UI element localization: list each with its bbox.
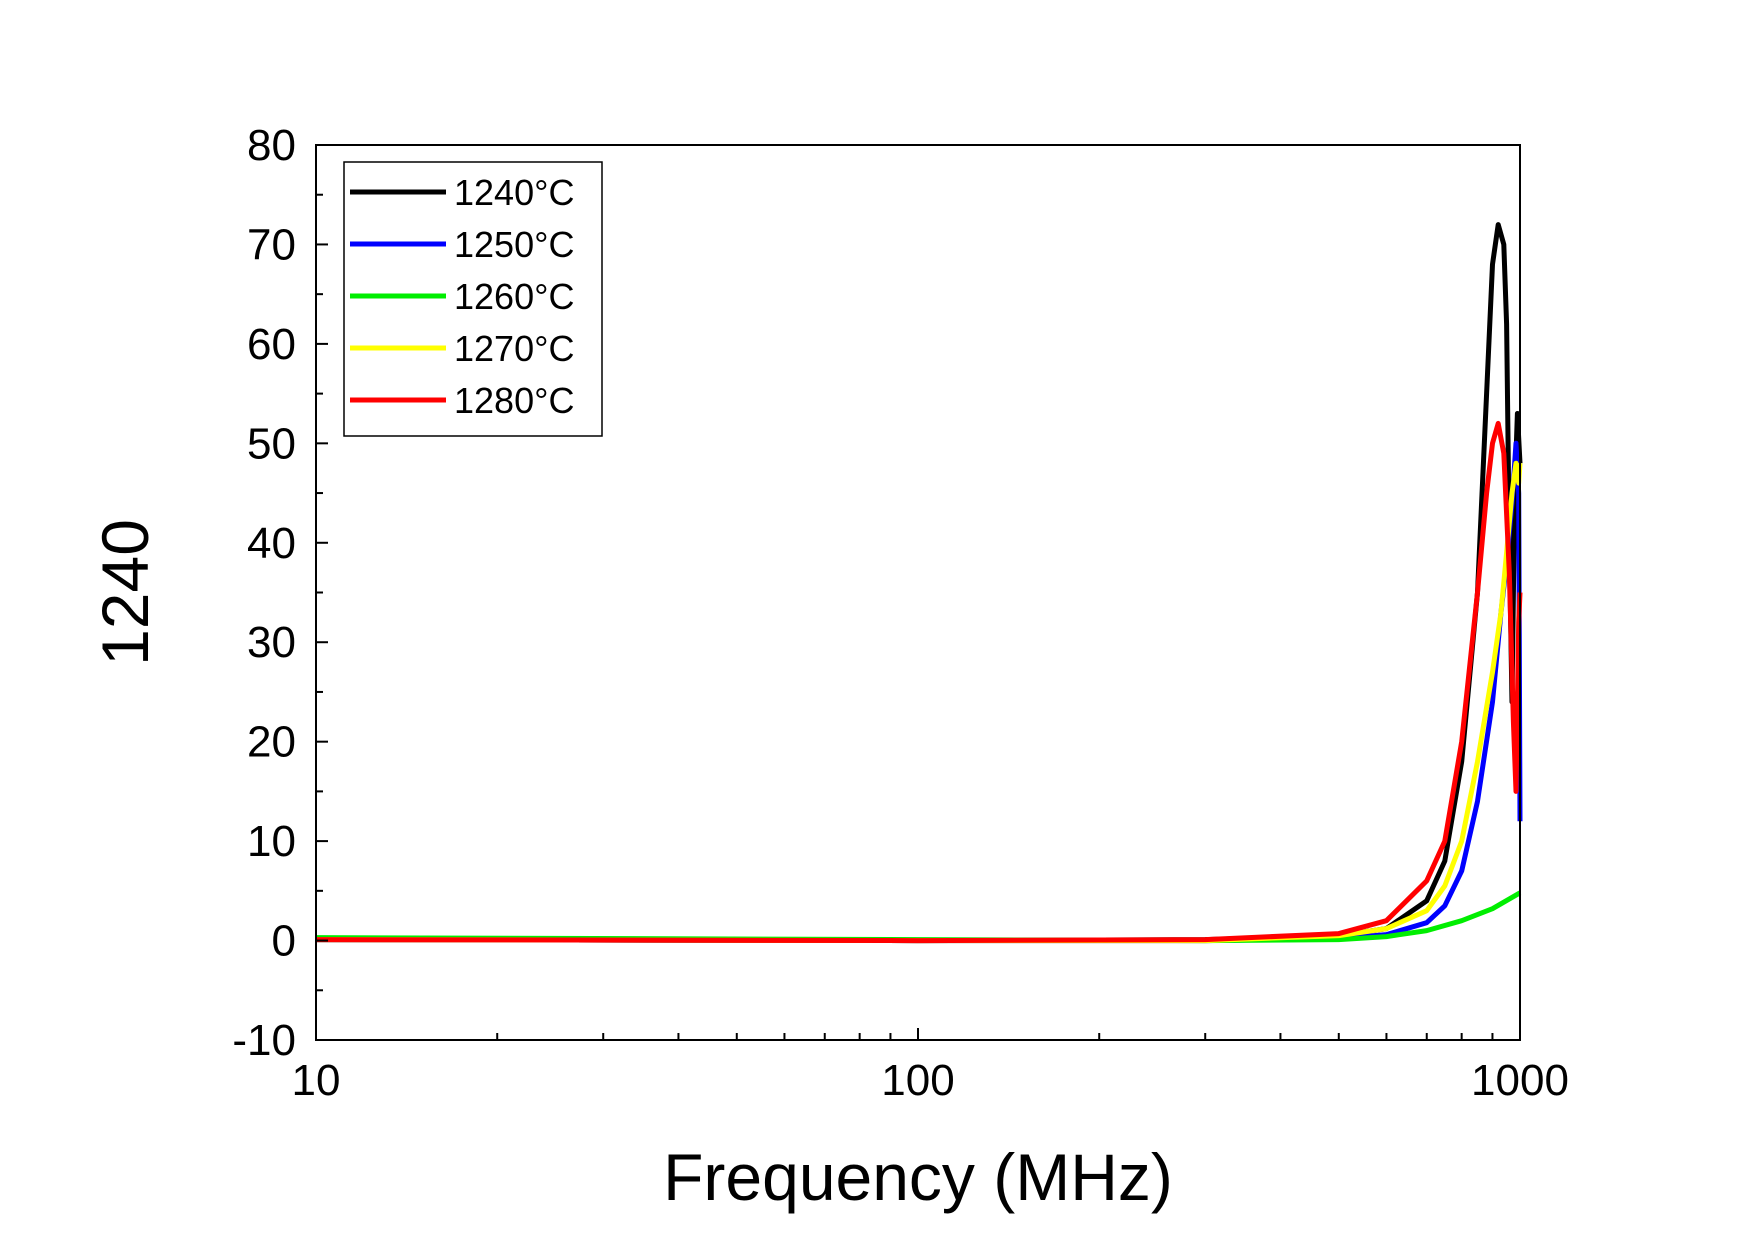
y-tick-label: 10 xyxy=(247,817,296,866)
y-tick-label: -10 xyxy=(232,1016,296,1065)
legend-label: 1250°C xyxy=(454,224,574,265)
x-tick-label: 1000 xyxy=(1471,1056,1569,1105)
y-tick-label: 0 xyxy=(272,917,296,966)
y-tick-label: 40 xyxy=(247,519,296,568)
y-tick-label: 80 xyxy=(247,121,296,170)
y-tick-label: 70 xyxy=(247,220,296,269)
y-tick-label: 30 xyxy=(247,618,296,667)
legend-label: 1260°C xyxy=(454,276,574,317)
legend-box xyxy=(343,161,603,437)
y-tick-label: 60 xyxy=(247,320,296,369)
legend-label: 1270°C xyxy=(454,328,574,369)
axes-layer: -10 0 10 20 30 40 50 60 70 80 10 100 1000 xyxy=(232,121,1569,1105)
y-tick-label: 50 xyxy=(247,419,296,468)
legend-label: 1280°C xyxy=(454,380,574,421)
series-line-1280°C xyxy=(315,420,1523,944)
legend-label: 1240°C xyxy=(454,172,574,213)
series-layer xyxy=(315,222,1523,944)
y-axis-title: 1240 xyxy=(88,519,162,666)
x-tick-label: 100 xyxy=(881,1056,954,1105)
legend: 1240°C 1250°C 1260°C 1270°C 1280°C xyxy=(343,161,603,437)
y-tick-label: 20 xyxy=(247,718,296,767)
x-tick-label: 10 xyxy=(292,1056,341,1105)
x-axis-title: Frequency (MHz) xyxy=(663,1140,1173,1214)
